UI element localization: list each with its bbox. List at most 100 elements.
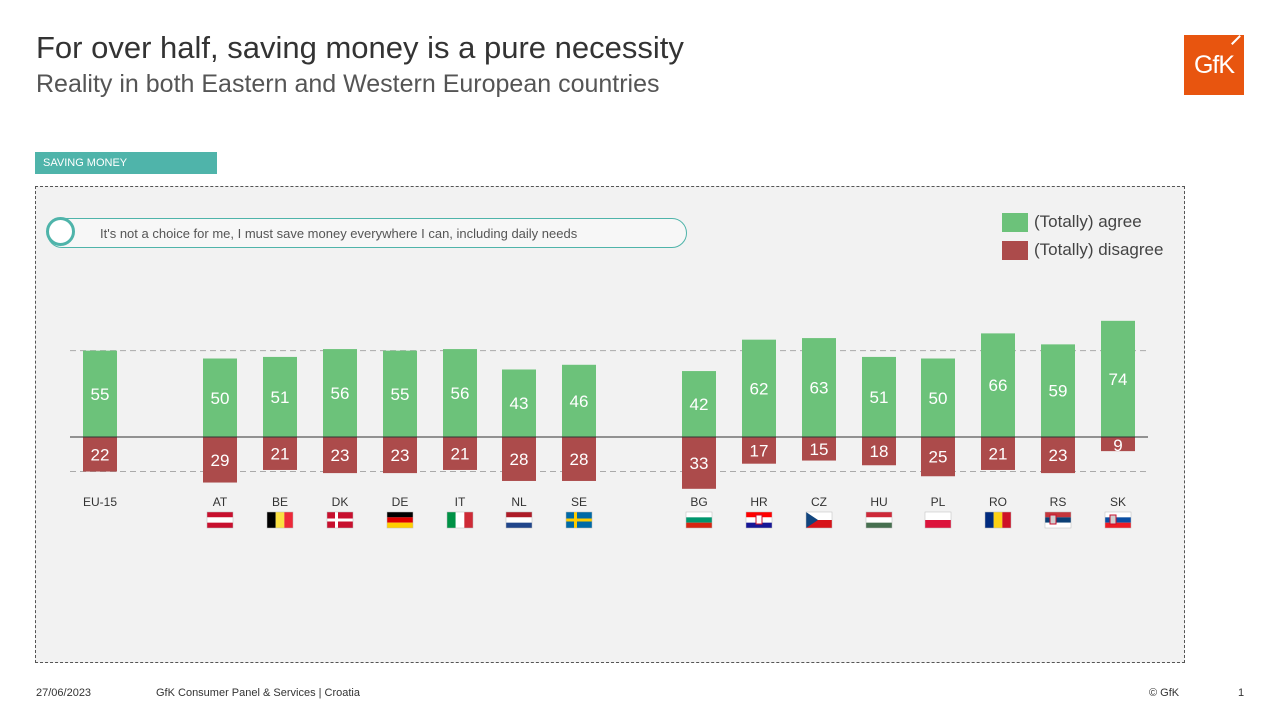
flag-border (505, 511, 533, 529)
data-label-agree: 50 (211, 389, 230, 408)
section-tag: SAVING MONEY (35, 152, 217, 174)
bar-agree-de (383, 350, 417, 437)
category-label: PL (931, 495, 946, 509)
bar-agree-hr (742, 339, 776, 437)
data-label-disagree: 29 (211, 451, 230, 470)
flag-stripe (1045, 512, 1071, 518)
flag-border (1104, 511, 1132, 529)
gfk-logo: GfK (1184, 35, 1244, 95)
flag-stripe (1105, 512, 1131, 518)
legend-item-disagree: (Totally) disagree (1002, 236, 1163, 264)
flag-stripe (207, 517, 233, 523)
bar-disagree-bg (682, 437, 716, 489)
data-label-disagree: 33 (690, 454, 709, 473)
bar-disagree-eu-15 (83, 437, 117, 472)
bar-disagree-sk (1101, 437, 1135, 452)
flag-stripe (746, 522, 772, 528)
footer-copyright: © GfK (1149, 687, 1180, 699)
statement-text: It's not a choice for me, I must save mo… (100, 226, 578, 241)
bar-disagree-hr (742, 437, 776, 464)
data-label-disagree: 28 (510, 450, 529, 469)
bar-disagree-ro (981, 437, 1015, 470)
flag-stripe (506, 517, 532, 523)
bar-agree-at (203, 358, 237, 437)
flag-stripe (806, 512, 818, 528)
flag-border (865, 511, 893, 529)
data-label-agree: 74 (1109, 370, 1128, 389)
bar-agree-nl (502, 369, 536, 437)
flag-stripe (275, 512, 285, 528)
flag-stripe (1002, 512, 1011, 528)
data-label-agree: 51 (271, 388, 290, 407)
category-label: NL (511, 495, 527, 509)
flag-stripe (464, 512, 473, 528)
bar-disagree-de (383, 437, 417, 474)
data-label-disagree: 23 (331, 446, 350, 465)
data-label-disagree: 22 (91, 445, 110, 464)
bar-agree-sk (1101, 320, 1135, 437)
bar-disagree-pl (921, 437, 955, 477)
flag-sk-icon (1104, 511, 1132, 529)
flag-border (685, 511, 713, 529)
flag-stripe (387, 512, 413, 518)
category-label: DE (392, 495, 409, 509)
flag-nl-icon (505, 511, 533, 529)
data-label-disagree: 23 (1049, 446, 1068, 465)
data-label-disagree: 21 (271, 444, 290, 463)
flag-stripe (267, 512, 276, 528)
statement-circle-icon (46, 217, 75, 246)
data-label-disagree: 21 (989, 444, 1008, 463)
flag-stripe (207, 522, 233, 528)
flag-pl-icon (924, 511, 952, 529)
flag-border (446, 511, 474, 529)
flag-border (326, 511, 354, 529)
legend-swatch-disagree (1002, 240, 1028, 260)
flag-coat-of-arms (1049, 514, 1057, 525)
legend-item-agree: (Totally) agree (1002, 208, 1163, 236)
flag-ro-icon (984, 511, 1012, 529)
flag-cz-icon (805, 511, 833, 529)
category-label: SK (1110, 495, 1126, 509)
bar-disagree-hu (862, 437, 896, 466)
flag-be-icon (266, 511, 294, 529)
data-label-agree: 56 (451, 384, 470, 403)
flag-stripe (447, 512, 456, 528)
category-label: IT (455, 495, 466, 509)
category-label: EU-15 (83, 495, 117, 509)
flag-stripe (686, 522, 712, 528)
flag-stripe (1105, 517, 1131, 523)
flag-border (206, 511, 234, 529)
flag-stripe (806, 520, 832, 528)
bar-disagree-dk (323, 437, 357, 474)
flag-se-icon (565, 511, 593, 529)
data-label-agree: 62 (750, 379, 769, 398)
flag-rs-icon (1044, 511, 1072, 529)
flag-border (386, 511, 414, 529)
flag-coat-of-arms (755, 514, 763, 525)
bar-agree-dk (323, 349, 357, 437)
chart-legend: (Totally) agree (Totally) disagree (1002, 208, 1163, 264)
category-label: RO (989, 495, 1007, 509)
flag-stripe (1105, 522, 1131, 528)
flag-stripe (387, 522, 413, 528)
category-label: BE (272, 495, 288, 509)
category-label: BG (690, 495, 707, 509)
data-label-agree: 63 (810, 379, 829, 398)
flag-stripe (207, 512, 233, 518)
bar-agree-se (562, 364, 596, 437)
data-label-disagree: 25 (929, 448, 948, 467)
category-label: CZ (811, 495, 827, 509)
bar-agree-rs (1041, 344, 1075, 437)
flag-stripe (993, 512, 1003, 528)
data-label-agree: 66 (989, 376, 1008, 395)
flag-stripe (1045, 522, 1071, 528)
bar-agree-hu (862, 356, 896, 437)
legend-swatch-agree (1002, 212, 1028, 232)
flag-stripe (506, 522, 532, 528)
flag-de-icon (386, 511, 414, 529)
flag-stripe (284, 512, 293, 528)
bar-agree-it (443, 349, 477, 437)
footer-source: GfK Consumer Panel & Services | Croatia (156, 687, 360, 699)
flag-border (266, 511, 294, 529)
